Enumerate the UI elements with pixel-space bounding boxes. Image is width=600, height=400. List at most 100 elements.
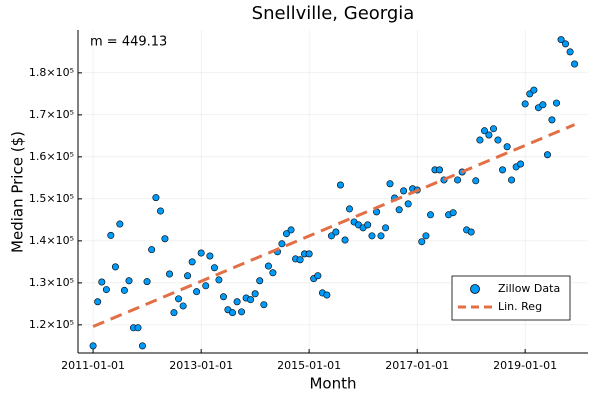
data-point bbox=[116, 220, 124, 228]
x-tick-label: 2013-01-01 bbox=[169, 359, 233, 372]
legend-marker bbox=[470, 284, 480, 294]
data-point bbox=[332, 228, 340, 236]
data-point bbox=[327, 232, 335, 240]
data-point bbox=[138, 342, 146, 350]
data-point bbox=[188, 258, 196, 266]
data-point bbox=[454, 176, 462, 184]
data-point bbox=[382, 224, 390, 232]
data-point bbox=[490, 125, 498, 133]
data-point bbox=[179, 302, 187, 310]
y-tick-label: 1.3×10⁵ bbox=[29, 276, 74, 289]
data-point bbox=[553, 99, 561, 107]
legend-label: Lin. Reg bbox=[498, 300, 542, 313]
data-point bbox=[503, 143, 511, 151]
data-point bbox=[111, 263, 119, 271]
data-point bbox=[422, 232, 430, 240]
data-point bbox=[202, 282, 210, 290]
data-point bbox=[305, 250, 313, 258]
data-point bbox=[143, 278, 151, 286]
data-point bbox=[400, 187, 408, 195]
data-point bbox=[436, 166, 444, 174]
data-point bbox=[220, 293, 228, 301]
data-point bbox=[341, 236, 349, 244]
data-point bbox=[571, 60, 579, 68]
data-point bbox=[193, 288, 201, 296]
data-point bbox=[548, 116, 556, 124]
data-point bbox=[499, 166, 507, 174]
data-point bbox=[494, 136, 502, 144]
data-point bbox=[404, 200, 412, 208]
data-point bbox=[345, 205, 353, 213]
legend: Zillow Data Lin. Reg bbox=[451, 275, 571, 321]
x-tick-label: 2015-01-01 bbox=[277, 359, 341, 372]
data-point bbox=[229, 309, 237, 317]
data-point bbox=[287, 226, 295, 234]
data-point bbox=[418, 238, 426, 246]
data-point bbox=[508, 176, 516, 184]
data-point bbox=[120, 286, 128, 294]
data-point bbox=[476, 136, 484, 144]
annotation: m = 449.13 bbox=[90, 35, 167, 50]
data-point bbox=[152, 194, 160, 202]
data-point bbox=[210, 264, 218, 272]
data-point bbox=[157, 207, 165, 215]
y-tick-label: 1.7×10⁵ bbox=[29, 108, 74, 121]
data-point bbox=[467, 228, 475, 236]
y-tick-label: 1.6×10⁵ bbox=[29, 150, 74, 163]
data-point bbox=[480, 127, 488, 135]
data-point bbox=[314, 272, 322, 280]
data-point bbox=[264, 262, 272, 270]
data-point bbox=[386, 180, 394, 188]
data-point bbox=[530, 86, 538, 94]
data-point bbox=[517, 160, 525, 168]
data-point bbox=[148, 246, 156, 254]
legend-box bbox=[451, 275, 571, 321]
data-point bbox=[539, 101, 547, 109]
x-axis-label: Month bbox=[309, 375, 356, 393]
y-axis-label: Median Price ($) bbox=[9, 131, 27, 253]
chart-title: Snellville, Georgia bbox=[252, 3, 415, 24]
data-point bbox=[238, 308, 246, 316]
data-point bbox=[215, 276, 223, 284]
data-point bbox=[336, 181, 344, 189]
data-point bbox=[449, 209, 457, 217]
data-point bbox=[566, 48, 574, 56]
data-point bbox=[521, 100, 529, 108]
data-point bbox=[562, 40, 570, 48]
data-point bbox=[427, 211, 435, 219]
data-point bbox=[251, 290, 259, 298]
regression-line bbox=[92, 123, 576, 328]
data-point bbox=[364, 221, 372, 229]
legend-label: Zillow Data bbox=[498, 282, 560, 295]
x-tick-label: 2011-01-01 bbox=[61, 359, 125, 372]
data-point bbox=[323, 291, 331, 299]
data-point bbox=[206, 252, 214, 260]
data-point bbox=[543, 151, 551, 159]
data-point bbox=[125, 277, 133, 285]
data-point bbox=[282, 230, 290, 238]
data-point bbox=[184, 272, 192, 280]
data-point bbox=[395, 206, 403, 214]
data-point bbox=[485, 131, 493, 139]
data-point bbox=[107, 231, 115, 239]
data-point bbox=[269, 269, 277, 277]
data-point bbox=[472, 177, 480, 185]
data-point bbox=[102, 286, 110, 294]
data-point bbox=[166, 270, 174, 278]
data-point bbox=[256, 277, 264, 285]
y-tick-label: 1.8×10⁵ bbox=[29, 66, 74, 79]
data-point bbox=[94, 298, 102, 306]
x-tick-label: 2017-01-01 bbox=[385, 359, 449, 372]
y-tick-label: 1.5×10⁵ bbox=[29, 192, 74, 205]
y-tick-label: 1.2×10⁵ bbox=[29, 318, 74, 331]
y-tick-label: 1.4×10⁵ bbox=[29, 234, 74, 247]
data-point bbox=[161, 235, 169, 243]
data-point bbox=[557, 36, 565, 44]
data-point bbox=[278, 240, 286, 248]
data-point bbox=[296, 256, 304, 264]
data-point bbox=[89, 342, 97, 350]
data-point bbox=[247, 296, 255, 304]
x-tick-label: 2019-01-01 bbox=[493, 359, 557, 372]
data-point bbox=[377, 232, 385, 240]
